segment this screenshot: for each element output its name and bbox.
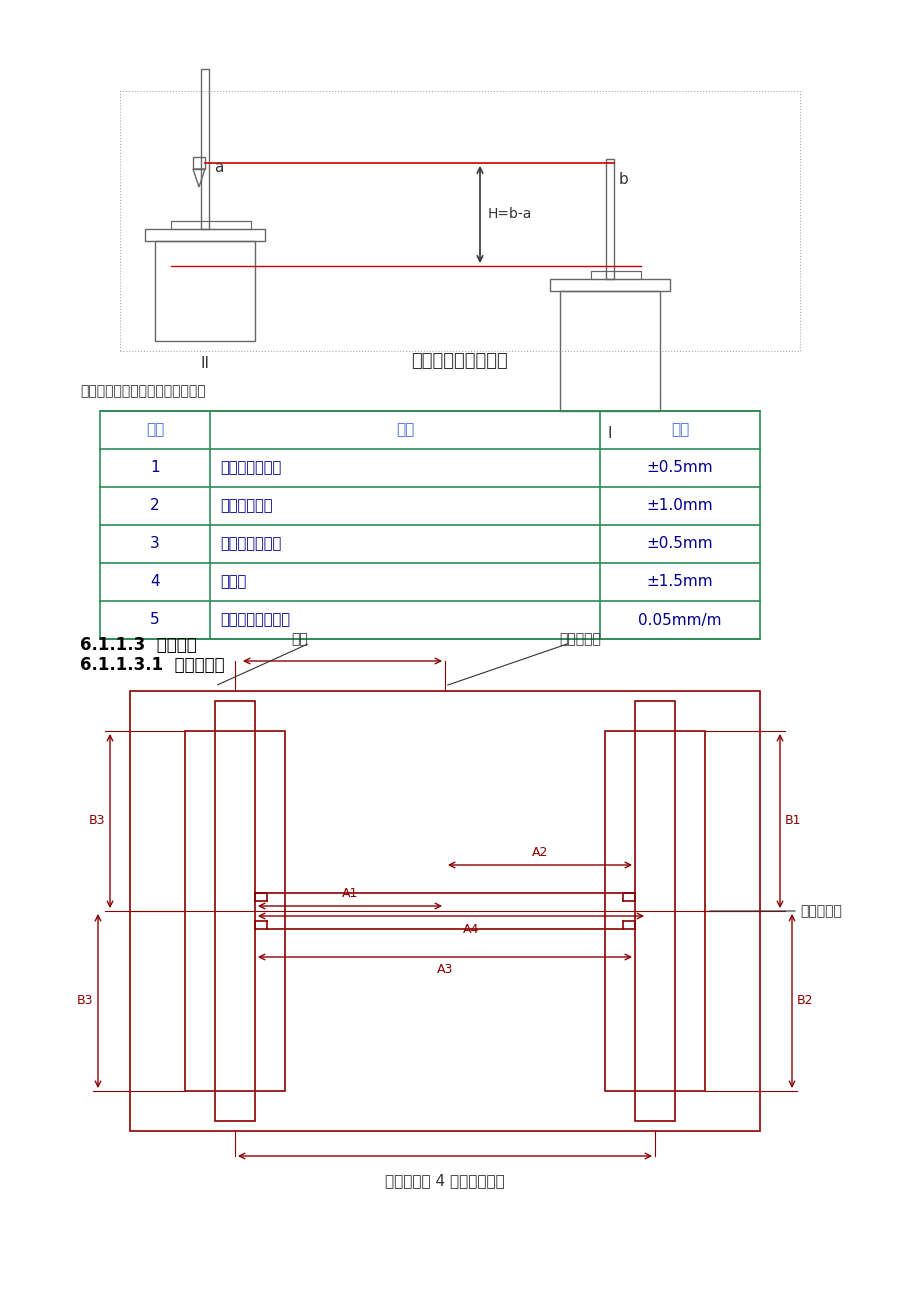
Text: 3: 3 <box>150 536 160 552</box>
Text: 6.1.1.3  托轮安装: 6.1.1.3 托轮安装 <box>80 636 197 654</box>
Text: ±0.5mm: ±0.5mm <box>646 536 712 552</box>
Text: B1: B1 <box>784 814 800 827</box>
Text: B3: B3 <box>88 814 105 827</box>
Text: H=b-a: H=b-a <box>487 207 532 221</box>
Text: 4: 4 <box>150 575 160 589</box>
Bar <box>154 241 255 341</box>
Text: 底座纵向中心线: 底座纵向中心线 <box>220 461 281 475</box>
Text: ±0.5mm: ±0.5mm <box>646 461 712 475</box>
Bar <box>590 271 641 278</box>
Text: b: b <box>618 172 628 186</box>
Text: 两底座相对标高: 两底座相对标高 <box>220 536 281 552</box>
Text: 横向中心线: 横向中心线 <box>800 904 841 919</box>
Text: ±1.5mm: ±1.5mm <box>646 575 712 589</box>
Text: 序号: 序号 <box>146 423 164 437</box>
Text: 底座中心线: 底座中心线 <box>559 632 600 647</box>
Bar <box>171 221 251 229</box>
Bar <box>119 91 800 351</box>
Bar <box>606 159 613 278</box>
Text: 底座加工面的斜度: 底座加工面的斜度 <box>220 613 289 627</box>
Text: 相对标高找正示意图: 相对标高找正示意图 <box>411 353 508 369</box>
Text: a: a <box>214 160 223 174</box>
Text: A1: A1 <box>342 887 357 900</box>
Text: 项目: 项目 <box>395 423 414 437</box>
Text: 对角线: 对角线 <box>220 575 246 589</box>
Text: 6.1.1.3.1  中心线测量: 6.1.1.3.1 中心线测量 <box>80 656 224 674</box>
Text: A3: A3 <box>437 963 453 976</box>
Text: 0.05mm/m: 0.05mm/m <box>638 613 721 627</box>
Text: II: II <box>200 356 210 371</box>
Text: 1: 1 <box>150 461 160 475</box>
Bar <box>605 731 704 1092</box>
Bar <box>200 69 209 229</box>
Bar <box>193 157 205 169</box>
Text: 底座: 底座 <box>291 632 308 647</box>
Bar <box>560 291 659 411</box>
Text: I: I <box>607 425 611 441</box>
Bar <box>185 731 285 1092</box>
Text: 偏差: 偏差 <box>670 423 688 437</box>
Text: 5: 5 <box>150 613 160 627</box>
Text: 两底座中心距: 两底座中心距 <box>220 498 272 514</box>
Bar <box>145 229 265 241</box>
Bar <box>634 701 675 1121</box>
Bar <box>550 278 669 291</box>
Text: 2: 2 <box>150 498 160 514</box>
Text: A2: A2 <box>531 846 548 859</box>
Text: 以上所测量偏差必须满足下表要求: 以上所测量偏差必须满足下表要求 <box>80 384 206 398</box>
Bar <box>100 411 759 639</box>
Bar <box>215 701 255 1121</box>
Bar <box>130 691 759 1131</box>
Text: B2: B2 <box>796 994 812 1007</box>
Text: B3: B3 <box>76 994 93 1007</box>
Text: ±1.0mm: ±1.0mm <box>646 498 712 514</box>
Text: 托轮纵向中 4 线找正示意图: 托轮纵向中 4 线找正示意图 <box>385 1174 505 1189</box>
Text: A4: A4 <box>462 922 479 935</box>
